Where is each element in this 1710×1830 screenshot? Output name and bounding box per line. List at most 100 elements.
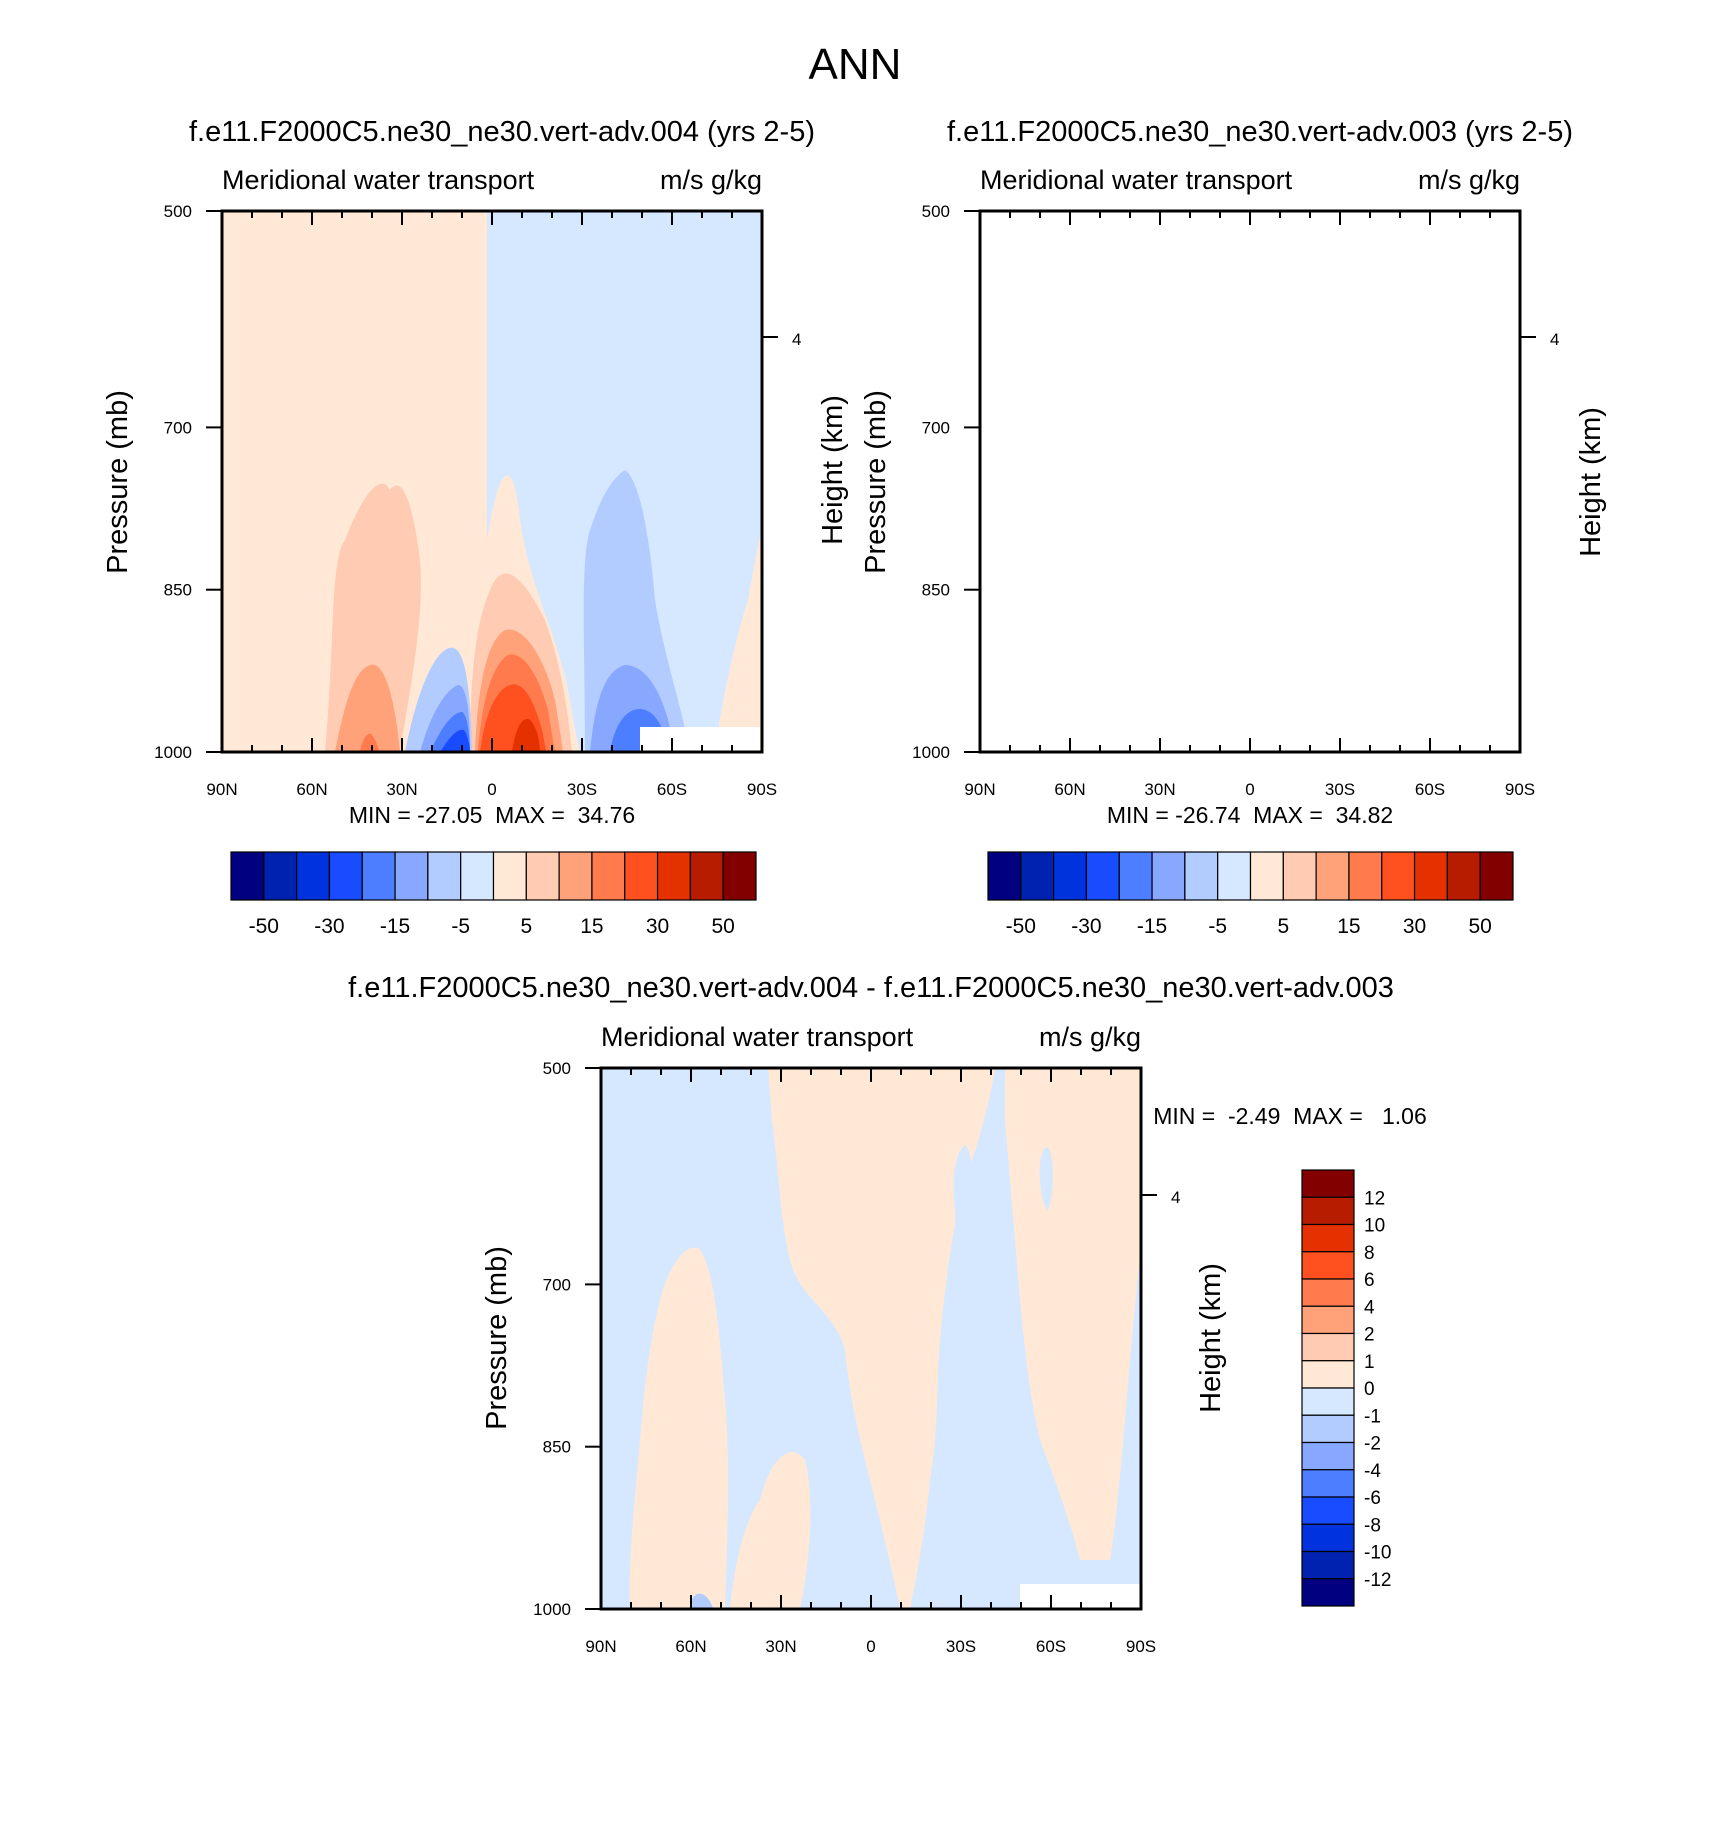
x-tick-label: 60S xyxy=(1036,1637,1066,1656)
field-shading xyxy=(601,1068,1141,1609)
contour-positive-l3 xyxy=(335,664,400,752)
colorbar-swatch xyxy=(1413,851,1448,901)
colorbar: -50 -30 -15 -5 5 15 30 50 xyxy=(987,851,1514,938)
colorbar-label: -8 xyxy=(1364,1515,1381,1536)
contour-positive-l4 xyxy=(360,733,380,752)
y-axis-title: Pressure (mb) xyxy=(860,390,892,574)
colorbar-label: -6 xyxy=(1364,1488,1381,1509)
contour-positive-north xyxy=(629,1247,729,1609)
colorbar-swatch xyxy=(1381,851,1416,901)
x-tick-label: 90S xyxy=(1505,780,1535,799)
y-tick-label: 1000 xyxy=(912,743,950,762)
y-tick-label: 1000 xyxy=(154,743,192,762)
colorbar-swatch xyxy=(1301,1550,1355,1580)
x-axis-ticks: 90N 60N 30N 0 30S 60S 90S xyxy=(585,1068,1156,1656)
height-tick-label: 4 xyxy=(1550,330,1559,349)
colorbar-label: -5 xyxy=(1208,915,1227,938)
x-tick-label: 90N xyxy=(964,780,995,799)
contour-positive-eq-l5 xyxy=(1238,684,1304,752)
contour-positive-center xyxy=(768,1068,995,1609)
page-title: ANN xyxy=(809,40,902,89)
panel-title: f.e11.F2000C5.ne30_ne30.vert-adv.004 - f… xyxy=(348,972,1394,1004)
colorbar-swatch xyxy=(427,851,462,901)
min-max-readout: MIN = -2.49 MAX = 1.06 xyxy=(1153,1103,1427,1129)
y2-axis-title: Height (km) xyxy=(1195,1263,1227,1413)
colorbar-label: -4 xyxy=(1364,1461,1381,1482)
colorbar-label: 50 xyxy=(1469,915,1492,938)
min-max-readout: MIN = -27.05 MAX = 34.76 xyxy=(349,802,635,828)
colorbar-label: 12 xyxy=(1364,1188,1385,1209)
y-tick-label: 850 xyxy=(543,1438,571,1457)
contour-positive-l2 xyxy=(325,483,421,752)
variable-label: Meridional water transport xyxy=(980,165,1293,195)
contour-positive-eq-l3 xyxy=(1233,630,1321,752)
x-axis-ticks: 90N 60N 30N 0 30S 60S 90S xyxy=(964,211,1535,799)
contour-negative-l3 xyxy=(1348,665,1433,752)
contour-positive-eq-l6 xyxy=(1270,719,1298,752)
colorbar-label: 5 xyxy=(1277,915,1289,938)
x-tick-label: 30N xyxy=(765,1637,796,1656)
y2-axis-title: Height (km) xyxy=(1575,407,1607,557)
colorbar-label: -15 xyxy=(380,915,410,938)
contour-positive-south xyxy=(1473,520,1520,752)
colorbar-swatch xyxy=(1301,1360,1355,1389)
colorbar-swatch xyxy=(591,851,626,901)
colorbar-swatch xyxy=(1301,1332,1355,1362)
colorbar-label: 0 xyxy=(1364,1379,1375,1400)
colorbar-swatch xyxy=(1301,1305,1355,1335)
contour-positive-right xyxy=(1005,1068,1141,1560)
colorbar-swatch xyxy=(1446,851,1481,901)
y-tick-label: 500 xyxy=(543,1059,571,1078)
y-tick-label: 1000 xyxy=(533,1600,571,1619)
contour-negative-patch xyxy=(953,1145,974,1282)
colorbar-swatch xyxy=(1020,851,1055,901)
x-tick-label: 90S xyxy=(1126,1637,1156,1656)
colorbar-swatch xyxy=(656,851,691,901)
colorbar-label: -5 xyxy=(451,915,470,938)
colorbar-swatch xyxy=(1118,851,1153,901)
field-background-positive xyxy=(980,211,1245,752)
colorbar-swatch xyxy=(1053,851,1088,901)
colorbar-label: 2 xyxy=(1364,1325,1375,1346)
y-tick-label: 850 xyxy=(164,581,192,600)
contour-negative-patch-2 xyxy=(1039,1147,1053,1210)
y-tick-label: 500 xyxy=(922,202,950,221)
x-tick-label: 30N xyxy=(386,780,417,799)
colorbar-swatch xyxy=(987,851,1022,901)
colorbar-label: 15 xyxy=(1337,915,1360,938)
y-axis-ticks: 500 700 850 1000 xyxy=(533,1059,601,1619)
y-tick-label: 700 xyxy=(922,418,950,437)
colorbar-swatch xyxy=(296,851,331,901)
x-tick-label: 30S xyxy=(1325,780,1355,799)
colorbar-swatch xyxy=(722,851,757,901)
missing-data-mask xyxy=(1398,727,1518,752)
x-tick-label: 90N xyxy=(206,780,237,799)
x-tick-label: 60N xyxy=(296,780,327,799)
colorbar-swatch xyxy=(1301,1414,1355,1444)
colorbar-label: -15 xyxy=(1137,915,1167,938)
colorbar-label: -10 xyxy=(1364,1543,1391,1564)
colorbar-label: 4 xyxy=(1364,1297,1375,1318)
variable-label: Meridional water transport xyxy=(601,1022,914,1052)
contour-positive-l3 xyxy=(1093,665,1158,752)
colorbar-swatch xyxy=(1301,1169,1355,1198)
colorbar-swatch xyxy=(394,851,429,901)
colorbar-swatch xyxy=(1184,851,1219,901)
colorbar-swatch xyxy=(1282,851,1317,901)
x-tick-label: 0 xyxy=(866,1637,875,1656)
colorbar-swatch xyxy=(1301,1251,1355,1280)
colorbar-swatch xyxy=(525,851,560,901)
x-tick-label: 30S xyxy=(567,780,597,799)
x-tick-label: 30S xyxy=(946,1637,976,1656)
colorbar-label: 30 xyxy=(1403,915,1426,938)
colorbar-swatch xyxy=(1217,851,1252,901)
colorbar-swatch xyxy=(1301,1278,1355,1307)
colorbar-swatch xyxy=(1249,851,1284,901)
contour-negative-eq-l2 xyxy=(1178,685,1228,752)
colorbar-label: 15 xyxy=(580,915,603,938)
colorbar-swatch xyxy=(1085,851,1120,901)
units-label: m/s g/kg xyxy=(1418,165,1520,195)
colorbar-swatch xyxy=(361,851,396,901)
panel-top-right: f.e11.F2000C5.ne30_ne30.vert-adv.003 (yr… xyxy=(860,116,1607,938)
contour-positive-l4 xyxy=(1118,734,1138,752)
